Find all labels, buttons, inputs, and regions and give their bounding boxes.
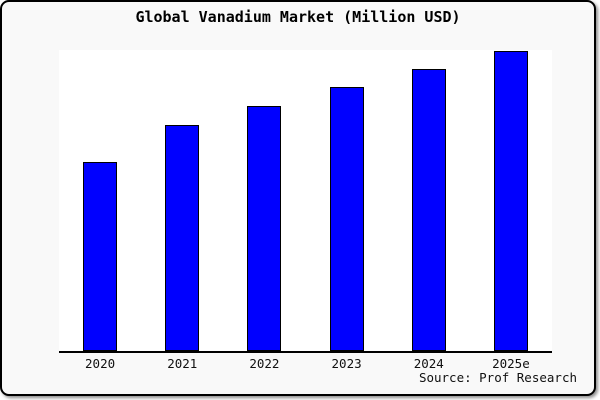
chart-title: Global Vanadium Market (Million USD): [135, 8, 461, 26]
tick-label-2023: 2023: [331, 356, 362, 371]
tick-label-2020: 2020: [85, 356, 116, 371]
tick-label-2021: 2021: [167, 356, 198, 371]
x-axis-tick-labels: 2020 2021 2022 2023 2024 2025e: [59, 357, 552, 371]
tick-label-2022: 2022: [249, 356, 280, 371]
bar-2021: [165, 124, 200, 351]
tick-label-2025e: 2025e: [492, 356, 530, 371]
bar-2020: [83, 162, 118, 351]
plot-area: [59, 50, 552, 353]
bar-2024: [411, 69, 446, 351]
bar-2023: [329, 87, 364, 351]
bar-2022: [247, 105, 282, 351]
tick-label-2024: 2024: [413, 356, 444, 371]
source-annotation: Source: Prof Research: [418, 370, 577, 385]
bar-2025e: [493, 51, 528, 351]
